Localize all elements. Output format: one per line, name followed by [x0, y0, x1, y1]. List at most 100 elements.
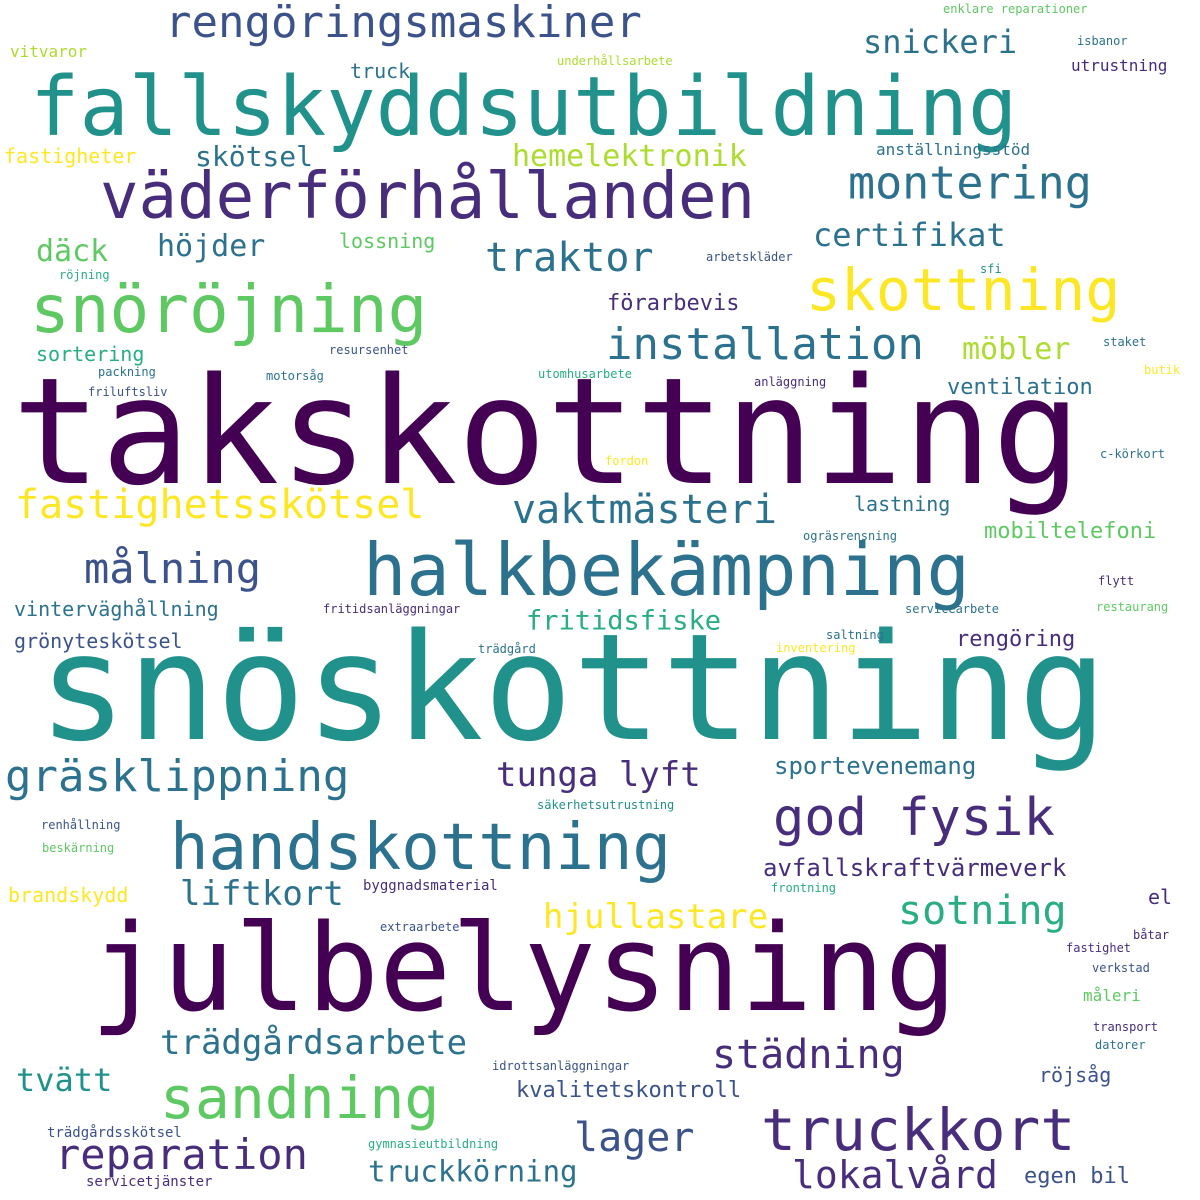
cloud-word: idrottsanläggningar — [492, 1059, 630, 1073]
cloud-word: julbelysning — [90, 900, 957, 1039]
cloud-word: snöröjning — [30, 271, 428, 348]
cloud-word: datorer — [1095, 1038, 1146, 1052]
cloud-word: grönyteskötsel — [14, 629, 183, 653]
cloud-word: lokalvård — [792, 1153, 998, 1197]
cloud-word: sotning — [898, 888, 1067, 934]
cloud-word: ogräsrensning — [803, 529, 897, 543]
cloud-word: beskärning — [42, 841, 115, 855]
cloud-word: hjullastare — [543, 897, 769, 937]
cloud-word: motorsåg — [266, 369, 324, 383]
cloud-word: handskottning — [170, 811, 671, 885]
cloud-word: vaktmästeri — [512, 487, 777, 533]
cloud-word: butik — [1144, 363, 1181, 377]
cloud-word: fallskyddsutbildning — [30, 60, 1018, 155]
cloud-word: rengöring — [956, 627, 1076, 652]
cloud-word: inventering — [776, 641, 856, 655]
cloud-word: rengöringsmaskiner — [165, 0, 642, 48]
cloud-word: skottning — [806, 256, 1121, 324]
cloud-word: höjder — [157, 229, 266, 264]
cloud-word: tvätt — [16, 1061, 113, 1099]
cloud-word: reparation — [55, 1130, 308, 1179]
cloud-word: byggnadsmaterial — [363, 878, 498, 894]
cloud-word: däck — [36, 234, 109, 269]
cloud-word: trädgårdsskötsel — [47, 1125, 182, 1141]
cloud-word: resursenhet — [329, 343, 409, 357]
cloud-word: förarbevis — [607, 291, 740, 316]
cloud-word: säkerhetsutrustning — [537, 798, 675, 812]
cloud-word: mobiltelefoni — [984, 519, 1157, 544]
cloud-word: renhållning — [41, 818, 121, 832]
cloud-word: truckkörning — [368, 1154, 578, 1189]
cloud-word: certifikat — [813, 216, 1006, 254]
cloud-word: halkbekämpning — [363, 528, 970, 612]
cloud-word: ventilation — [947, 375, 1093, 400]
cloud-word: enklare reparationer — [943, 2, 1088, 16]
cloud-word: truck — [350, 59, 411, 83]
cloud-word: flytt — [1098, 574, 1135, 588]
cloud-word: servicetjänster — [86, 1174, 213, 1190]
cloud-word: snickeri — [863, 23, 1018, 61]
cloud-word: god fysik — [773, 788, 1055, 848]
cloud-word: arbetskläder — [706, 250, 793, 264]
cloud-word: städning — [712, 1032, 905, 1078]
cloud-word: väderförhållanden — [100, 160, 756, 234]
cloud-word: fritidsfiske — [526, 605, 722, 637]
cloud-word: målning — [84, 544, 262, 593]
cloud-word: anställningsstöd — [876, 140, 1031, 159]
cloud-word: restaurang — [1096, 600, 1169, 614]
cloud-word: möbler — [962, 332, 1071, 367]
cloud-word: lossning — [339, 229, 436, 253]
cloud-word: montering — [848, 156, 1092, 210]
cloud-word: egen bil — [1024, 1164, 1130, 1189]
cloud-word: frontning — [771, 881, 837, 895]
cloud-word: saltning — [826, 628, 884, 642]
cloud-word: truckkort — [761, 1096, 1076, 1164]
cloud-word: fastighetsskötsel — [15, 482, 425, 528]
cloud-word: fordon — [605, 454, 649, 468]
cloud-word: lastning — [854, 492, 951, 516]
cloud-word: extraarbete — [380, 920, 460, 934]
cloud-word: isbanor — [1077, 34, 1128, 48]
cloud-word: gymnasieutbildning — [368, 1137, 499, 1151]
cloud-word: staket — [1103, 335, 1147, 349]
cloud-word: friluftsliv — [88, 385, 168, 399]
cloud-word: gräsklippning — [5, 751, 350, 802]
cloud-word: trädgård — [478, 642, 536, 656]
cloud-word: lager — [574, 1115, 695, 1161]
cloud-word: anläggning — [754, 375, 827, 389]
cloud-word: sportevenemang — [774, 752, 977, 780]
cloud-word: måleri — [1083, 986, 1141, 1005]
cloud-word: utrustning — [1071, 56, 1168, 75]
cloud-word: trädgårdsarbete — [160, 1023, 468, 1063]
cloud-word: takskottning — [12, 346, 1082, 518]
cloud-word: servicearbete — [905, 602, 999, 616]
cloud-word: liftkort — [180, 874, 344, 914]
cloud-word: tunga lyft — [496, 755, 701, 795]
cloud-word: röjning — [59, 268, 110, 282]
cloud-word: röjsåg — [1039, 1063, 1112, 1087]
cloud-word: vinterväghållning — [14, 597, 219, 621]
cloud-word: c-körkort — [1100, 447, 1166, 461]
cloud-word: sfi — [980, 262, 1002, 276]
cloud-word: underhållsarbete — [557, 54, 673, 68]
cloud-word: avfallskraftvärmeverk — [763, 854, 1067, 882]
cloud-word: verkstad — [1092, 961, 1150, 975]
cloud-word: sortering — [36, 342, 145, 366]
cloud-word: fastighet — [1066, 941, 1132, 955]
cloud-word: fastigheter — [4, 144, 137, 168]
cloud-word: skötsel — [195, 140, 314, 173]
cloud-word: snöskottning — [38, 602, 1108, 774]
cloud-word: kvalitetskontroll — [516, 1078, 742, 1103]
cloud-word: fritidsanläggningar — [323, 602, 461, 616]
cloud-word: packning — [98, 365, 156, 379]
cloud-word: vitvaror — [10, 42, 88, 61]
cloud-word: transport — [1093, 1020, 1159, 1034]
cloud-word: hemelektronik — [512, 139, 747, 174]
cloud-word: el — [1148, 885, 1173, 909]
cloud-word: brandskydd — [8, 883, 129, 907]
cloud-word: traktor — [485, 235, 654, 281]
cloud-word: installation — [606, 319, 924, 370]
cloud-word: utomhusarbete — [538, 367, 632, 381]
cloud-word: båtar — [1133, 928, 1170, 942]
